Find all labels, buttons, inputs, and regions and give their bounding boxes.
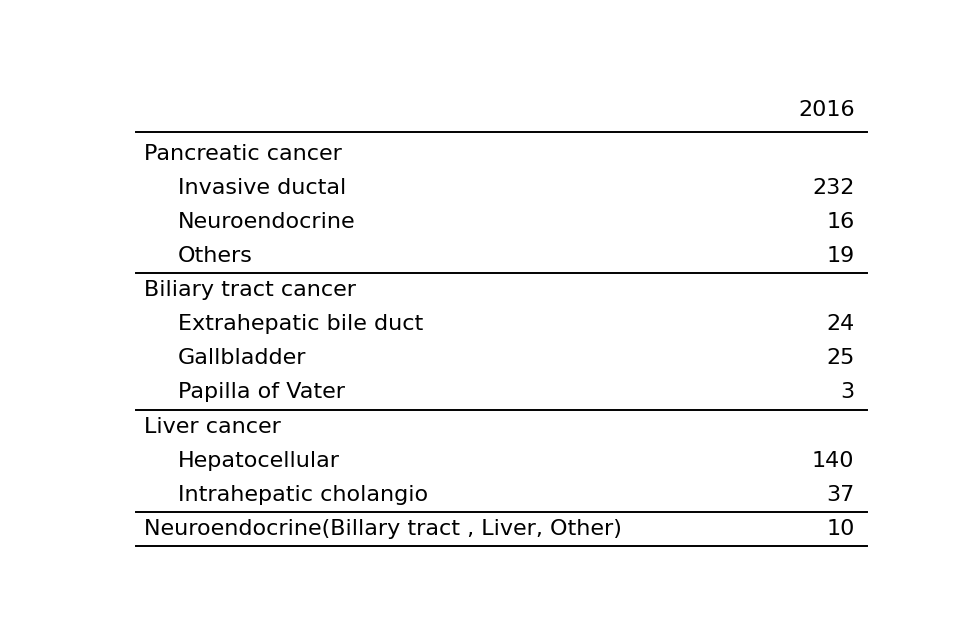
- Text: Gallbladder: Gallbladder: [178, 349, 306, 368]
- Text: Neuroendocrine(Billary tract , Liver, Other): Neuroendocrine(Billary tract , Liver, Ot…: [144, 519, 621, 539]
- Text: 10: 10: [825, 519, 854, 539]
- Text: Hepatocellular: Hepatocellular: [178, 451, 339, 470]
- Text: 24: 24: [825, 314, 854, 334]
- Text: Invasive ductal: Invasive ductal: [178, 178, 345, 198]
- Text: Biliary tract cancer: Biliary tract cancer: [144, 280, 355, 301]
- Text: Papilla of Vater: Papilla of Vater: [178, 382, 344, 403]
- Text: 37: 37: [825, 484, 854, 505]
- Text: 140: 140: [811, 451, 854, 470]
- Text: 3: 3: [839, 382, 854, 403]
- Text: Liver cancer: Liver cancer: [144, 417, 281, 437]
- Text: 25: 25: [825, 349, 854, 368]
- Text: Neuroendocrine: Neuroendocrine: [178, 212, 355, 232]
- Text: 19: 19: [825, 246, 854, 266]
- Text: 2016: 2016: [797, 100, 854, 120]
- Text: Others: Others: [178, 246, 252, 266]
- Text: 16: 16: [825, 212, 854, 232]
- Text: Intrahepatic cholangio: Intrahepatic cholangio: [178, 484, 427, 505]
- Text: 232: 232: [812, 178, 854, 198]
- Text: Extrahepatic bile duct: Extrahepatic bile duct: [178, 314, 422, 334]
- Text: Pancreatic cancer: Pancreatic cancer: [144, 144, 341, 164]
